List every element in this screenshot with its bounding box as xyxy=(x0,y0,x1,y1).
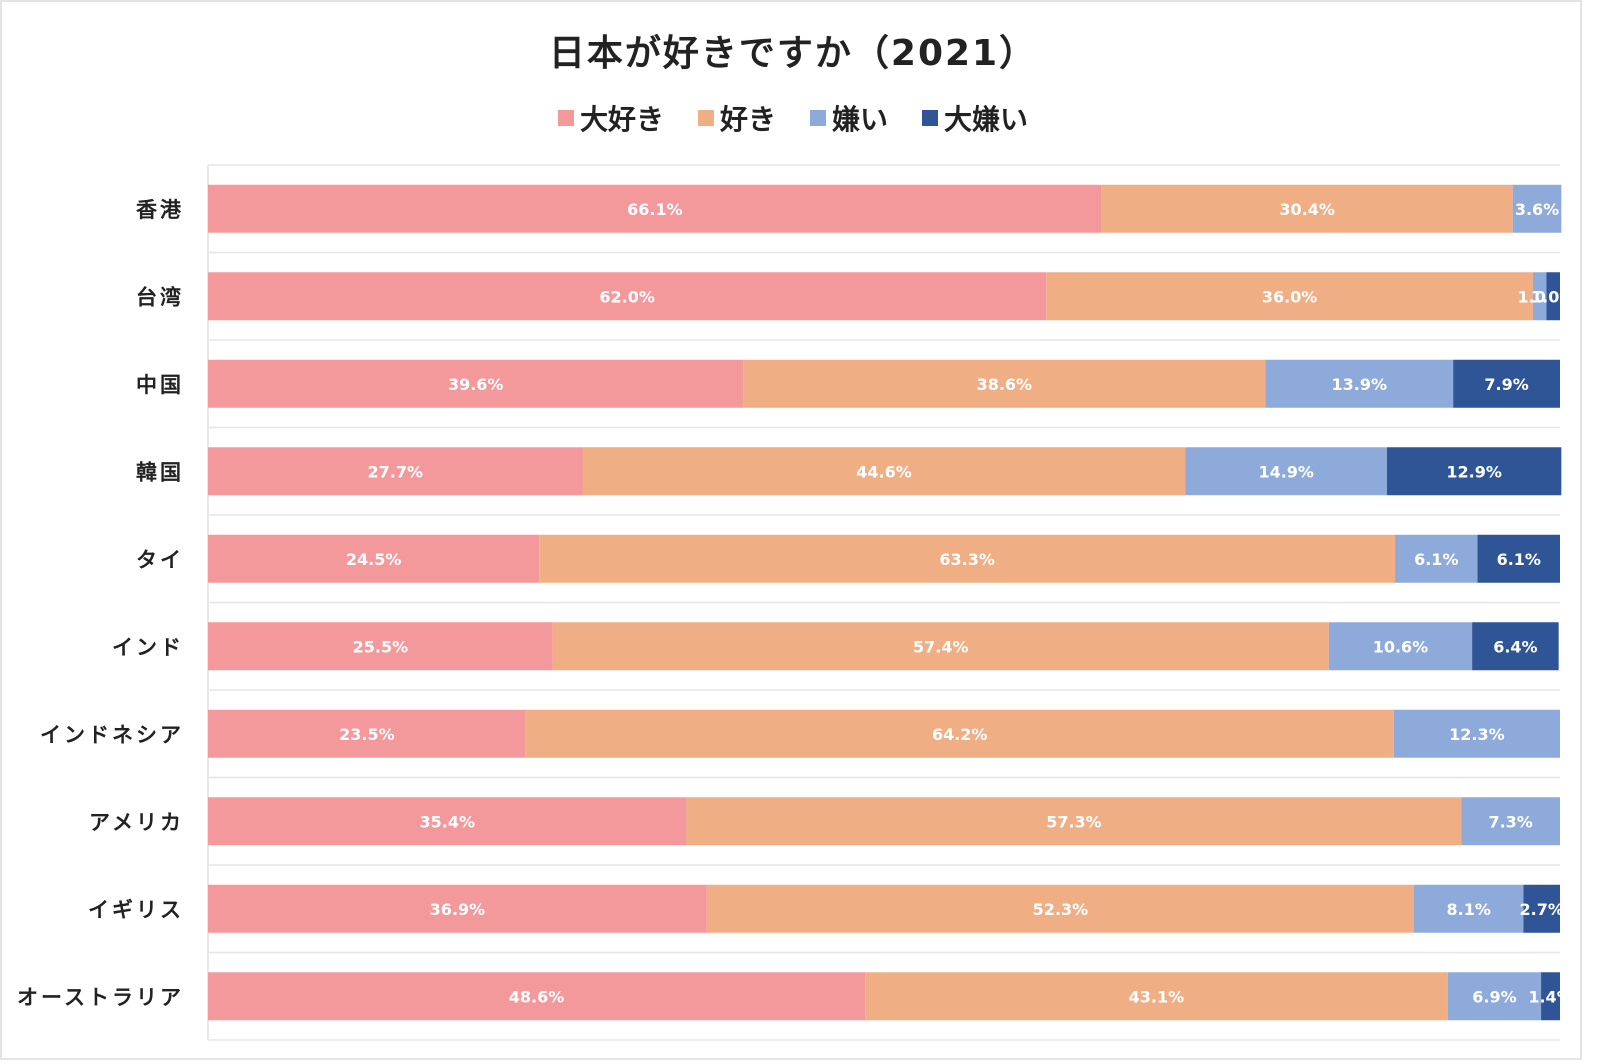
data-label: 6.4% xyxy=(1493,637,1537,656)
bar-segment xyxy=(208,884,707,933)
bar-segment xyxy=(1546,272,1560,321)
category-label: インド xyxy=(112,635,184,659)
bar-segment xyxy=(1395,534,1478,583)
category-label: 台湾 xyxy=(136,285,184,309)
bar-segment xyxy=(1447,972,1542,1021)
data-label: 30.4% xyxy=(1279,200,1335,219)
data-label: 2.7% xyxy=(1520,900,1564,919)
bar-segment xyxy=(686,797,1462,846)
data-label: 24.5% xyxy=(346,550,402,569)
data-label: 36.0% xyxy=(1262,287,1318,306)
bar-segment xyxy=(1541,972,1560,1021)
legend-item-suki: 好き xyxy=(697,98,776,138)
data-label: 43.1% xyxy=(1129,987,1185,1006)
chart-legend: 大好き 好き 嫌い 大嫌い xyxy=(2,98,1584,138)
data-label: 63.3% xyxy=(939,550,995,569)
data-label: 1.4% xyxy=(1528,987,1572,1006)
data-label: 6.1% xyxy=(1414,550,1458,569)
legend-swatch-daikirai xyxy=(922,110,939,126)
bar-segment xyxy=(1328,622,1473,671)
bar-segment xyxy=(1523,884,1560,933)
legend-item-daisuki: 大好き xyxy=(557,98,664,138)
category-label: インドネシア xyxy=(40,723,184,747)
category-label: 中国 xyxy=(136,373,184,397)
data-label: 1.0% xyxy=(1531,287,1575,306)
data-label: 35.4% xyxy=(420,812,476,831)
bar-segment xyxy=(1413,884,1524,933)
bar-segment xyxy=(1453,359,1560,408)
data-label: 39.6% xyxy=(448,375,504,394)
data-label: 8.1% xyxy=(1447,900,1491,919)
data-label: 23.5% xyxy=(339,725,395,744)
category-label: アメリカ xyxy=(89,810,184,834)
data-label: 6.9% xyxy=(1472,987,1516,1006)
bar-segment xyxy=(208,622,553,671)
legend-swatch-kirai xyxy=(810,110,826,126)
bar-segment xyxy=(1461,797,1560,846)
bar-segment xyxy=(208,184,1102,233)
data-label: 10.6% xyxy=(1373,637,1429,656)
bar-segment xyxy=(208,709,526,758)
bar-segment xyxy=(552,622,1329,671)
legend-item-daikirai: 大嫌い xyxy=(922,98,1028,138)
bar-segment xyxy=(1101,184,1513,233)
data-label: 62.0% xyxy=(599,287,655,306)
bar-segment xyxy=(208,797,687,846)
legend-label-daisuki: 大好き xyxy=(579,103,664,136)
data-label: 48.6% xyxy=(509,987,565,1006)
data-label: 7.3% xyxy=(1488,812,1532,831)
bar-segment xyxy=(1393,709,1560,758)
bar-segment xyxy=(1265,359,1454,408)
bar-segment xyxy=(1532,272,1547,321)
bar-segment xyxy=(706,884,1414,933)
category-label: オーストラリア xyxy=(17,985,184,1009)
data-label: 38.6% xyxy=(977,375,1033,394)
legend-swatch-daisuki xyxy=(557,110,574,126)
bar-segment xyxy=(1477,534,1560,583)
data-label: 12.3% xyxy=(1449,725,1505,744)
bar-segment xyxy=(1185,447,1387,496)
data-label: 7.9% xyxy=(1484,375,1528,394)
chart-title: 日本が好きですか（2021） xyxy=(548,33,1038,74)
bar-segment xyxy=(1472,622,1559,671)
bar-segment xyxy=(1512,184,1562,233)
legend-item-kirai: 嫌い xyxy=(810,98,888,138)
bar-segment xyxy=(208,272,1047,321)
legend-swatch-suki xyxy=(697,110,714,126)
data-label: 36.9% xyxy=(430,900,486,919)
data-label: 14.9% xyxy=(1258,462,1314,481)
data-label: 64.2% xyxy=(932,725,988,744)
legend-label-suki: 好き xyxy=(719,103,776,136)
category-label: イギリス xyxy=(88,898,184,922)
bar-segment xyxy=(865,972,1448,1021)
data-label: 3.6% xyxy=(1515,200,1559,219)
bar-segment xyxy=(1386,447,1562,496)
data-label: 25.5% xyxy=(353,637,409,656)
data-label: 57.3% xyxy=(1046,812,1102,831)
data-label: 12.9% xyxy=(1446,462,1502,481)
bar-segment xyxy=(539,534,1396,583)
legend-label-kirai: 嫌い xyxy=(832,103,889,136)
bar-segment xyxy=(208,359,744,408)
data-label: 52.3% xyxy=(1033,900,1089,919)
bar-segment xyxy=(208,447,583,496)
data-label: 57.4% xyxy=(913,637,969,656)
data-label: 13.9% xyxy=(1331,375,1387,394)
bar-segment xyxy=(208,972,866,1021)
bar-segment xyxy=(1046,272,1533,321)
data-label: 66.1% xyxy=(627,200,683,219)
category-label: 韓国 xyxy=(136,460,184,484)
category-label: 香港 xyxy=(136,198,184,222)
bar-segment xyxy=(525,709,1394,758)
bar-segment xyxy=(582,447,1186,496)
category-label: タイ xyxy=(136,548,184,572)
bar-segment xyxy=(743,359,1266,408)
data-label: 44.6% xyxy=(856,462,912,481)
legend-label-daikirai: 大嫌い xyxy=(944,103,1029,136)
data-label: 6.1% xyxy=(1497,550,1541,569)
bar-segment xyxy=(208,534,540,583)
data-label: 27.7% xyxy=(367,462,423,481)
